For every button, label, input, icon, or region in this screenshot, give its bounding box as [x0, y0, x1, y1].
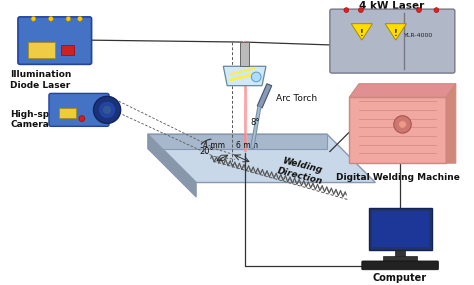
Text: Illumination
Diode Laser: Illumination Diode Laser [10, 70, 72, 89]
Polygon shape [148, 134, 327, 148]
Polygon shape [148, 134, 196, 197]
Circle shape [399, 121, 406, 128]
Text: Digital Welding Machine: Digital Welding Machine [336, 173, 460, 182]
Bar [59, 108, 76, 118]
Circle shape [251, 72, 261, 82]
Circle shape [102, 105, 112, 115]
Polygon shape [385, 24, 406, 40]
Bar [372, 211, 428, 247]
Polygon shape [223, 66, 266, 86]
Circle shape [394, 116, 411, 133]
Circle shape [78, 17, 82, 21]
Circle shape [31, 17, 36, 21]
Bar [61, 45, 74, 55]
Bar [240, 42, 249, 66]
Polygon shape [446, 84, 456, 163]
Text: YLR-4000: YLR-4000 [404, 33, 434, 38]
Circle shape [93, 96, 121, 123]
Text: 8°: 8° [250, 118, 260, 127]
Bar [27, 42, 55, 58]
Text: Arc Torch: Arc Torch [275, 94, 317, 103]
Circle shape [344, 8, 349, 13]
FancyBboxPatch shape [362, 261, 438, 270]
Text: Welding
Direction: Welding Direction [276, 156, 326, 186]
Circle shape [66, 17, 71, 21]
Text: 4 kW Laser: 4 kW Laser [359, 1, 425, 11]
Bar [383, 256, 417, 261]
Circle shape [48, 17, 53, 21]
Text: !: ! [394, 29, 398, 38]
FancyBboxPatch shape [330, 9, 455, 73]
Text: !: ! [360, 29, 364, 38]
Bar [369, 208, 432, 250]
Text: 6 mm: 6 mm [236, 141, 257, 150]
Bar [349, 97, 446, 163]
Bar [372, 211, 428, 247]
Text: 20°: 20° [199, 147, 214, 156]
Polygon shape [351, 24, 373, 40]
FancyBboxPatch shape [49, 93, 109, 126]
Text: High-speed
Camera: High-speed Camera [10, 110, 68, 129]
Circle shape [417, 8, 421, 13]
Text: 4 mm: 4 mm [202, 141, 225, 150]
Circle shape [434, 8, 439, 13]
Circle shape [79, 116, 85, 121]
Circle shape [99, 101, 116, 119]
Bar [395, 250, 405, 258]
Text: Computer: Computer [373, 273, 427, 283]
Polygon shape [148, 134, 375, 182]
Polygon shape [349, 84, 456, 97]
FancyBboxPatch shape [18, 17, 91, 64]
Polygon shape [257, 84, 272, 108]
Circle shape [358, 8, 363, 13]
